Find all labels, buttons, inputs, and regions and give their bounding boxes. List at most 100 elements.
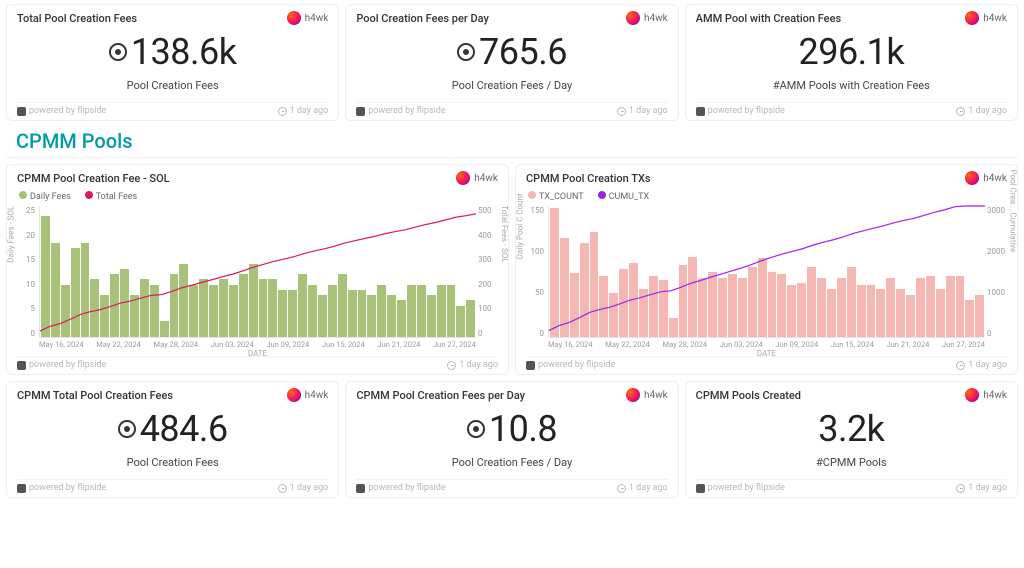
- clock-icon: [447, 361, 456, 370]
- powered-by: powered by flipside: [708, 106, 785, 116]
- metric-card-cpmm-pools-created[interactable]: CPMM Pools Created h4wk 3.2k #CPMM Pools…: [685, 381, 1018, 498]
- age-text: 1 day ago: [459, 360, 498, 370]
- clock-icon: [278, 484, 287, 493]
- author-chip[interactable]: h4wk: [626, 388, 668, 402]
- powered-by: powered by flipside: [29, 106, 106, 116]
- author-handle: h4wk: [644, 13, 668, 24]
- legend-label: Daily Fees: [30, 192, 71, 202]
- metric-sublabel: Pool Creation Fees / Day: [356, 456, 667, 469]
- author-handle: h4wk: [983, 13, 1007, 24]
- metric-card-total-pool-fees[interactable]: Total Pool Creation Fees h4wk 138.6k Poo…: [6, 4, 339, 121]
- avatar: [456, 171, 470, 185]
- legend-swatch: [528, 191, 536, 199]
- x-title: DATE: [248, 349, 267, 358]
- metric-sublabel: Pool Creation Fees / Day: [356, 79, 667, 92]
- metric-value: 3.2k: [818, 408, 884, 450]
- powered-by: powered by flipside: [368, 483, 445, 493]
- metric-card-amm-pools[interactable]: AMM Pool with Creation Fees h4wk 296.1k …: [685, 4, 1018, 121]
- charts-row: CPMM Pool Creation Fee - SOL h4wk Daily …: [0, 158, 1024, 381]
- author-chip[interactable]: h4wk: [626, 11, 668, 25]
- card-title: Total Pool Creation Fees: [17, 12, 137, 25]
- chart-cpmm-fee-sol[interactable]: CPMM Pool Creation Fee - SOL h4wk Daily …: [6, 164, 509, 375]
- author-chip[interactable]: h4wk: [287, 388, 329, 402]
- metric-value: 484.6: [140, 408, 228, 450]
- author-chip[interactable]: h4wk: [965, 171, 1007, 185]
- metric-sublabel: #CPMM Pools: [696, 456, 1007, 469]
- bottom-metrics-row: CPMM Total Pool Creation Fees h4wk 484.6…: [0, 381, 1024, 504]
- legend-swatch: [598, 191, 606, 199]
- age-text: 1 day ago: [290, 483, 329, 493]
- avatar: [965, 171, 979, 185]
- age-text: 1 day ago: [968, 483, 1007, 493]
- target-icon: [118, 420, 136, 438]
- x-title: DATE: [757, 349, 776, 358]
- chart-plot: Daily Pool C Count Pool Crea... Cumulati…: [526, 206, 1007, 356]
- metric-card-cpmm-total-fees[interactable]: CPMM Total Pool Creation Fees h4wk 484.6…: [6, 381, 339, 498]
- flipside-icon: [356, 484, 365, 493]
- flipside-icon: [696, 107, 705, 116]
- clock-icon: [278, 107, 287, 116]
- flipside-icon: [356, 107, 365, 116]
- avatar: [626, 11, 640, 25]
- age-text: 1 day ago: [968, 360, 1007, 370]
- metric-sublabel: Pool Creation Fees: [17, 456, 328, 469]
- target-icon: [467, 420, 485, 438]
- y-right-title: Pool Crea... Cumulative: [1009, 170, 1018, 253]
- flipside-icon: [526, 361, 535, 370]
- card-title: CPMM Total Pool Creation Fees: [17, 389, 173, 402]
- author-handle: h4wk: [983, 173, 1007, 184]
- target-icon: [457, 43, 475, 61]
- powered-by: powered by flipside: [29, 360, 106, 370]
- chart-legend: Daily Fees Total Fees: [17, 189, 498, 206]
- metric-card-fees-per-day[interactable]: Pool Creation Fees per Day h4wk 765.6 Po…: [345, 4, 678, 121]
- flipside-icon: [696, 484, 705, 493]
- author-handle: h4wk: [983, 390, 1007, 401]
- line-overlay: [40, 206, 476, 337]
- clock-icon: [617, 484, 626, 493]
- y-left-axis: 2520151050: [17, 206, 37, 338]
- powered-by: powered by flipside: [708, 483, 785, 493]
- chart-title: CPMM Pool Creation Fee - SOL: [17, 172, 170, 185]
- metric-sublabel: Pool Creation Fees: [17, 79, 328, 92]
- legend-label: CUMU_TX: [609, 192, 649, 202]
- line-overlay: [549, 206, 985, 337]
- age-text: 1 day ago: [290, 106, 329, 116]
- chart-plot: Daily Fees - SOL Total Fees · SOL 252015…: [17, 206, 498, 356]
- avatar: [287, 11, 301, 25]
- avatar: [965, 11, 979, 25]
- metric-value: 765.6: [479, 31, 567, 73]
- section-title: CPMM Pools: [6, 121, 1018, 158]
- chart-legend: TX_COUNT CUMU_TX: [526, 189, 1007, 206]
- y-left-title: Daily Pool C Count: [516, 193, 525, 259]
- author-chip[interactable]: h4wk: [965, 11, 1007, 25]
- top-metrics-row: Total Pool Creation Fees h4wk 138.6k Poo…: [0, 0, 1024, 121]
- y-left-axis: 150100500: [526, 206, 546, 338]
- age-text: 1 day ago: [629, 483, 668, 493]
- metric-value: 138.6k: [131, 31, 237, 73]
- avatar: [287, 388, 301, 402]
- y-right-axis: 5004003002001000: [478, 206, 498, 338]
- clock-icon: [956, 484, 965, 493]
- clock-icon: [956, 107, 965, 116]
- flipside-icon: [17, 361, 26, 370]
- age-text: 1 day ago: [629, 106, 668, 116]
- clock-icon: [956, 361, 965, 370]
- flipside-icon: [17, 107, 26, 116]
- card-title: CPMM Pool Creation Fees per Day: [356, 389, 525, 402]
- legend-swatch: [19, 191, 27, 199]
- chart-cpmm-txs[interactable]: CPMM Pool Creation TXs h4wk TX_COUNT CUM…: [515, 164, 1018, 375]
- powered-by: powered by flipside: [368, 106, 445, 116]
- powered-by: powered by flipside: [538, 360, 615, 370]
- author-chip[interactable]: h4wk: [965, 388, 1007, 402]
- metric-sublabel: #AMM Pools with Creation Fees: [696, 79, 1007, 92]
- y-right-axis: 3000200010000: [987, 206, 1007, 338]
- author-handle: h4wk: [644, 390, 668, 401]
- author-handle: h4wk: [305, 13, 329, 24]
- metric-value: 296.1k: [798, 31, 904, 73]
- author-handle: h4wk: [474, 173, 498, 184]
- avatar: [965, 388, 979, 402]
- metric-card-cpmm-fees-per-day[interactable]: CPMM Pool Creation Fees per Day h4wk 10.…: [345, 381, 678, 498]
- author-chip[interactable]: h4wk: [456, 171, 498, 185]
- legend-label: Total Fees: [96, 192, 137, 202]
- author-chip[interactable]: h4wk: [287, 11, 329, 25]
